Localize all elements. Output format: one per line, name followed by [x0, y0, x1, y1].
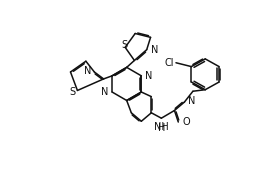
Text: S: S [69, 87, 75, 97]
Text: Cl: Cl [164, 58, 174, 68]
Text: NH: NH [154, 122, 169, 132]
Text: N: N [151, 45, 158, 55]
Text: N: N [101, 87, 108, 97]
Text: N: N [188, 96, 195, 106]
Text: N: N [84, 66, 91, 76]
Text: O: O [182, 117, 190, 127]
Text: N: N [145, 71, 153, 81]
Text: H: H [158, 123, 165, 133]
Text: S: S [121, 40, 128, 50]
